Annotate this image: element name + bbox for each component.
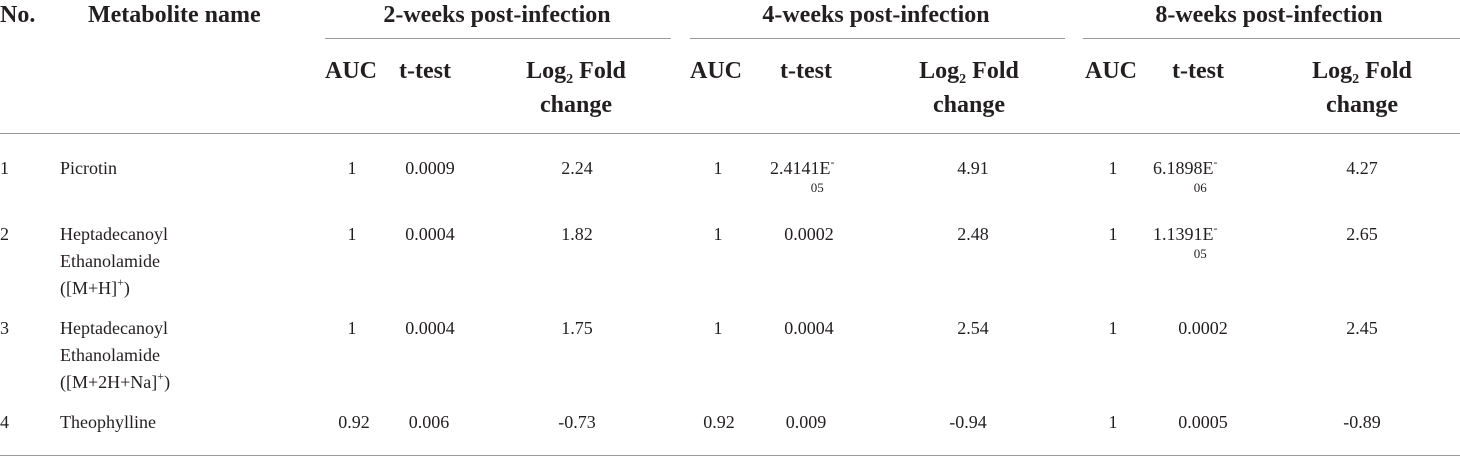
row-4-ttest-8w: 0.0005 [1178,412,1228,432]
name-line-3: ([M+H] [60,278,118,298]
row-3-auc-4w: 1 [713,318,723,338]
change-label: change [932,92,1005,118]
row-4-fc-2w: -0.73 [558,412,596,432]
row-2-auc-4w: 1 [713,224,723,244]
name-line-3: ([M+2H+Na] [60,372,158,392]
header-no: No. [0,2,36,28]
log-label: Log [1312,58,1353,84]
row-1-auc-2w: 1 [347,158,357,178]
log-subscript: 2 [959,72,967,87]
ttest-exponent: 05 [1193,246,1207,261]
log-subscript: 2 [566,72,574,87]
row-4-fc-4w: -0.94 [949,412,987,432]
header-2-weeks: 2-weeks post-infection [383,2,611,28]
row-2-fc-8w: 2.65 [1346,224,1378,244]
header-auc-8w: AUC [1085,58,1137,84]
row-4-no: 4 [0,412,9,432]
row-1-no: 1 [0,158,9,178]
row-4-auc-4w: 0.92 [703,412,735,432]
ttest-exponent: 06 [1193,180,1207,195]
row-2-ttest-4w: 0.0002 [784,224,834,244]
row-1-ttest-8w: 6.1898E- 06 [1153,155,1218,195]
row-3-fc-4w: 2.54 [957,318,989,338]
row-2-ttest-2w: 0.0004 [405,224,455,244]
row-1-fc-8w: 4.27 [1346,158,1378,178]
row-3-ttest-4w: 0.0004 [784,318,834,338]
change-label: change [539,92,612,118]
group-rule-8-weeks [1083,38,1460,39]
row-1-ttest-2w: 0.0009 [405,158,455,178]
row-1-name: Picrotin [60,158,117,178]
header-ttest-2w: t-test [399,58,451,84]
ttest-exponent: 05 [810,180,824,195]
row-4-name: Theophylline [60,412,156,432]
name-line-2: Ethanolamide [60,345,160,365]
header-4-weeks: 4-weeks post-infection [762,2,990,28]
name-line-1: Heptadecanoyl [60,224,168,244]
row-1-fc-2w: 2.24 [561,158,593,178]
ttest-exponent-sign: - [1213,155,1218,169]
table-bottom-rule [0,455,1460,456]
row-3-auc-8w: 1 [1108,318,1118,338]
row-2-auc-8w: 1 [1108,224,1118,244]
group-rule-4-weeks [690,38,1065,39]
name-close-paren: ) [123,278,130,298]
row-4-ttest-4w: 0.009 [785,412,827,432]
row-2-fc-2w: 1.82 [561,224,593,244]
header-8-weeks: 8-weeks post-infection [1155,2,1383,28]
row-3-auc-2w: 1 [347,318,357,338]
header-auc-4w: AUC [690,58,742,84]
fold-label: Fold [1365,58,1412,84]
fold-label: Fold [972,58,1019,84]
row-2-name: Heptadecanoyl Ethanolamide ([M+H]+) [60,221,168,304]
log-subscript: 2 [1352,72,1360,87]
row-4-ttest-2w: 0.006 [408,412,450,432]
row-2-ttest-8w: 1.1391E- 05 [1153,221,1218,261]
row-1-ttest-4w: 2.4141E- 05 [770,155,835,195]
adduct-charge: + [117,275,124,289]
header-metabolite-name: Metabolite name [88,2,261,28]
log-label: Log [526,58,567,84]
row-3-no: 3 [0,318,9,338]
fold-label: Fold [579,58,626,84]
row-3-ttest-8w: 0.0002 [1178,318,1228,338]
row-4-auc-2w: 0.92 [338,412,370,432]
row-4-auc-8w: 1 [1108,412,1118,432]
name-line-2: Ethanolamide [60,251,160,271]
header-bottom-rule [0,133,1460,134]
row-2-no: 2 [0,224,9,244]
row-1-fc-4w: 4.91 [957,158,989,178]
name-line-1: Heptadecanoyl [60,318,168,338]
header-log2-fold-change-8w: Log2 Fold change [1312,56,1412,120]
change-label: change [1325,92,1398,118]
name-close-paren: ) [164,372,171,392]
row-3-name: Heptadecanoyl Ethanolamide ([M+2H+Na]+) [60,315,170,398]
row-3-fc-8w: 2.45 [1346,318,1378,338]
adduct-charge: + [157,369,165,383]
row-2-auc-2w: 1 [347,224,357,244]
row-2-fc-4w: 2.48 [957,224,989,244]
header-ttest-4w: t-test [780,58,832,84]
ttest-mantissa: 2.4141E [770,158,831,178]
row-3-fc-2w: 1.75 [561,318,593,338]
header-auc-2w: AUC [325,58,377,84]
row-1-auc-8w: 1 [1108,158,1118,178]
row-1-auc-4w: 1 [713,158,723,178]
log-label: Log [919,58,960,84]
group-rule-2-weeks [325,38,671,39]
row-4-fc-8w: -0.89 [1343,412,1381,432]
header-ttest-8w: t-test [1172,58,1224,84]
ttest-exponent-sign: - [1213,221,1218,235]
header-log2-fold-change-4w: Log2 Fold change [919,56,1019,120]
header-log2-fold-change-2w: Log2 Fold change [526,56,626,120]
ttest-mantissa: 1.1391E [1153,224,1214,244]
ttest-exponent-sign: - [830,155,835,169]
ttest-mantissa: 6.1898E [1153,158,1214,178]
row-3-ttest-2w: 0.0004 [405,318,455,338]
